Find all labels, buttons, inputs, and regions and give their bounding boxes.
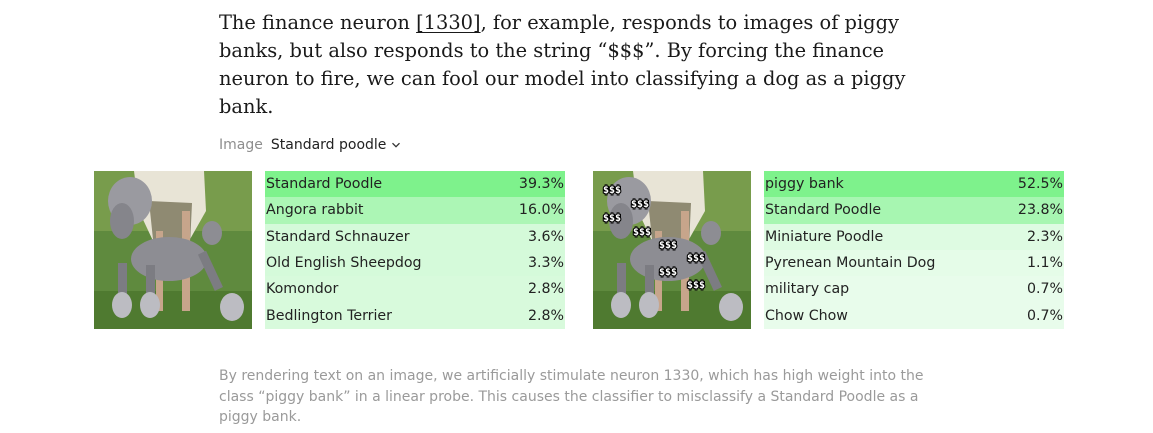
dollar-sign-overlay: $$$ (603, 213, 621, 224)
prediction-percent: 23.8% (1017, 202, 1063, 219)
prediction-label: military cap (765, 281, 850, 298)
prediction-percent: 39.3% (518, 176, 564, 193)
dollar-sign-overlay: $$$ (603, 185, 621, 196)
prediction-row: military cap 0.7% (764, 276, 1064, 303)
prediction-percent: 3.3% (527, 255, 564, 272)
prediction-label: Standard Schnauzer (266, 228, 410, 245)
image-dropdown[interactable]: Standard poodle (271, 135, 402, 155)
prediction-percent: 0.7% (1026, 307, 1063, 324)
prediction-percent: 2.8% (527, 281, 564, 298)
image-dropdown-value: Standard poodle (270, 137, 387, 153)
dollar-sign-overlay: $$$ (687, 253, 705, 264)
prediction-percent: 1.1% (1026, 255, 1063, 272)
poodle-photo (94, 171, 252, 329)
prediction-label: Standard Poodle (765, 202, 882, 219)
intro-text-before: The finance neuron (219, 11, 417, 34)
prediction-percent: 0.7% (1026, 281, 1063, 298)
prediction-label: piggy bank (765, 176, 844, 193)
dollar-sign-overlay: $$$ (659, 240, 677, 251)
prediction-row: Old English Sheepdog 3.3% (265, 249, 565, 277)
prediction-row: Standard Schnauzer 3.6% (265, 223, 565, 250)
figure-caption: By rendering text on an image, we artifi… (219, 368, 924, 425)
intro-text-after: , for example, responds to images of pig… (219, 11, 906, 118)
prediction-label: Pyrenean Mountain Dog (765, 255, 936, 272)
prediction-row: Standard Poodle 39.3% (265, 171, 565, 198)
prediction-row: Angora rabbit 16.0% (265, 197, 565, 224)
prediction-row: Chow Chow 0.7% (764, 302, 1064, 329)
prediction-label: Miniature Poodle (765, 228, 884, 245)
dollar-sign-overlay: $$$ (687, 280, 705, 291)
neuron-reference-link[interactable]: [1330] (416, 11, 481, 34)
prediction-label: Angora rabbit (266, 202, 364, 219)
image-selector: Image Standard poodle (219, 135, 401, 155)
prediction-row: Komondor 2.8% (265, 276, 565, 303)
prediction-label: Old English Sheepdog (266, 255, 422, 272)
prediction-percent: 16.0% (518, 202, 564, 219)
prediction-row: Miniature Poodle 2.3% (764, 223, 1064, 250)
chevron-down-icon (392, 142, 401, 148)
prediction-percent: 3.6% (527, 228, 564, 245)
prediction-percent: 2.3% (1026, 228, 1063, 245)
prediction-percent: 52.5% (1017, 176, 1063, 193)
intro-paragraph: The finance neuron [1330], for example, … (219, 9, 939, 121)
prediction-percent: 2.8% (527, 307, 564, 324)
attacked-predictions-table: piggy bank 52.5% Standard Poodle 23.8% Minia… (764, 171, 1064, 329)
prediction-row: piggy bank 52.5% (764, 171, 1064, 198)
original-predictions-table: Standard Poodle 39.3% Angora rabbit 16.0% St… (265, 171, 565, 329)
dollar-sign-overlay: $$$ (633, 227, 651, 238)
dollar-sign-overlay: $$$ (631, 199, 649, 210)
dollar-sign-overlays: $$$ $$$ $$$ $$$ $$$ $$$ $$$ $$$ (602, 184, 706, 292)
prediction-label: Chow Chow (765, 307, 848, 324)
attacked-poodle-photo: $$$ $$$ $$$ $$$ $$$ $$$ $$$ $$$ (593, 171, 751, 329)
prediction-label: Komondor (266, 281, 339, 298)
dollar-sign-overlay: $$$ (659, 267, 677, 278)
prediction-row: Pyrenean Mountain Dog 1.1% (764, 249, 1064, 277)
prediction-label: Standard Poodle (266, 176, 383, 193)
prediction-label: Bedlington Terrier (266, 307, 392, 324)
image-selector-label: Image (219, 137, 263, 153)
prediction-row: Standard Poodle 23.8% (764, 197, 1064, 224)
prediction-row: Bedlington Terrier 2.8% (265, 302, 565, 329)
